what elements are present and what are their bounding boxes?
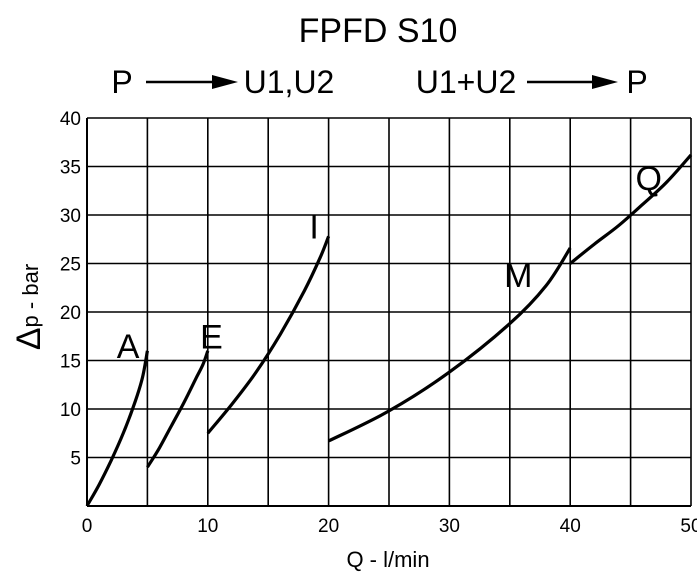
curve-labels: A E I M Q — [117, 160, 662, 366]
y-tick-label: 20 — [60, 303, 81, 324]
x-tick-label: 0 — [82, 516, 93, 537]
grid — [86, 117, 692, 507]
curve-q — [569, 153, 693, 265]
y-tick-label: 35 — [60, 158, 81, 179]
x-tick-label: 10 — [197, 516, 218, 537]
y-tick-label: 15 — [60, 352, 81, 373]
curve-a — [85, 350, 149, 507]
flow-right-to: P — [626, 64, 647, 100]
delta-symbol: Δ — [10, 327, 48, 350]
chart-title: FPFD S10 — [299, 12, 458, 50]
curve-label-m: M — [504, 257, 532, 295]
flow-right-from: U1+U2 — [416, 64, 517, 100]
curve-label-a: A — [117, 328, 140, 366]
y-tick-label: 5 — [70, 449, 81, 470]
curves — [85, 153, 693, 507]
x-tick-label: 20 — [318, 516, 339, 537]
y-tick-label: 10 — [60, 400, 81, 421]
y-axis-label: Δp - bar — [10, 264, 48, 350]
x-tick-label: 50 — [680, 516, 697, 537]
y-tick-label: 25 — [60, 255, 81, 276]
curve-m — [327, 247, 572, 443]
flow-left-to: U1,U2 — [244, 64, 335, 100]
y-tick-label: 40 — [60, 109, 81, 130]
flow-left-arrow-icon — [146, 75, 238, 89]
curve-i — [206, 235, 331, 435]
x-tick-label: 40 — [560, 516, 581, 537]
y-tick-label: 30 — [60, 206, 81, 227]
y-axis-label-text: p - bar — [18, 264, 43, 328]
tick-labels: 0 10 20 30 40 50 5 10 15 20 25 30 35 40 — [60, 109, 697, 537]
x-axis-label: Q - l/min — [346, 547, 429, 572]
curve-label-i: I — [309, 209, 318, 247]
curve-label-q: Q — [635, 160, 661, 198]
curve-e — [146, 350, 210, 469]
flow-left-from: P — [111, 64, 132, 100]
curve-label-e: E — [200, 318, 223, 356]
flow-right-arrow-icon — [527, 75, 618, 89]
x-tick-label: 30 — [439, 516, 460, 537]
